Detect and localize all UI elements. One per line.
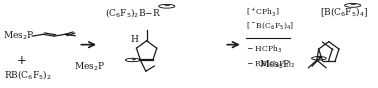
Text: $-$ RB(C$_6$F$_5$)$_2$: $-$ RB(C$_6$F$_5$)$_2$ (246, 58, 295, 69)
Text: [$^-$B(C$_6$F$_5$)$_4$]: [$^-$B(C$_6$F$_5$)$_4$] (246, 20, 294, 31)
Text: +: + (130, 56, 136, 64)
Text: (C$_6$F$_5$)$_2$B$-$R: (C$_6$F$_5$)$_2$B$-$R (104, 6, 161, 19)
Text: H: H (131, 35, 139, 44)
Text: +: + (17, 54, 27, 67)
Text: +: + (316, 54, 322, 62)
Text: RB(C$_6$F$_5$)$_2$: RB(C$_6$F$_5$)$_2$ (5, 68, 52, 81)
Text: Mes$_2$P: Mes$_2$P (3, 30, 34, 42)
Text: Mes$_2$P: Mes$_2$P (259, 59, 290, 71)
Text: [B(C$_6$F$_5$)$_4$]: [B(C$_6$F$_5$)$_4$] (320, 5, 368, 19)
Text: −: − (350, 1, 356, 9)
Text: [$^+$CPh$_3$]: [$^+$CPh$_3$] (246, 6, 279, 19)
Text: Mes$_2$P: Mes$_2$P (74, 61, 105, 73)
Text: −: − (164, 2, 170, 10)
Text: $-$ HCPh$_3$: $-$ HCPh$_3$ (246, 43, 282, 55)
